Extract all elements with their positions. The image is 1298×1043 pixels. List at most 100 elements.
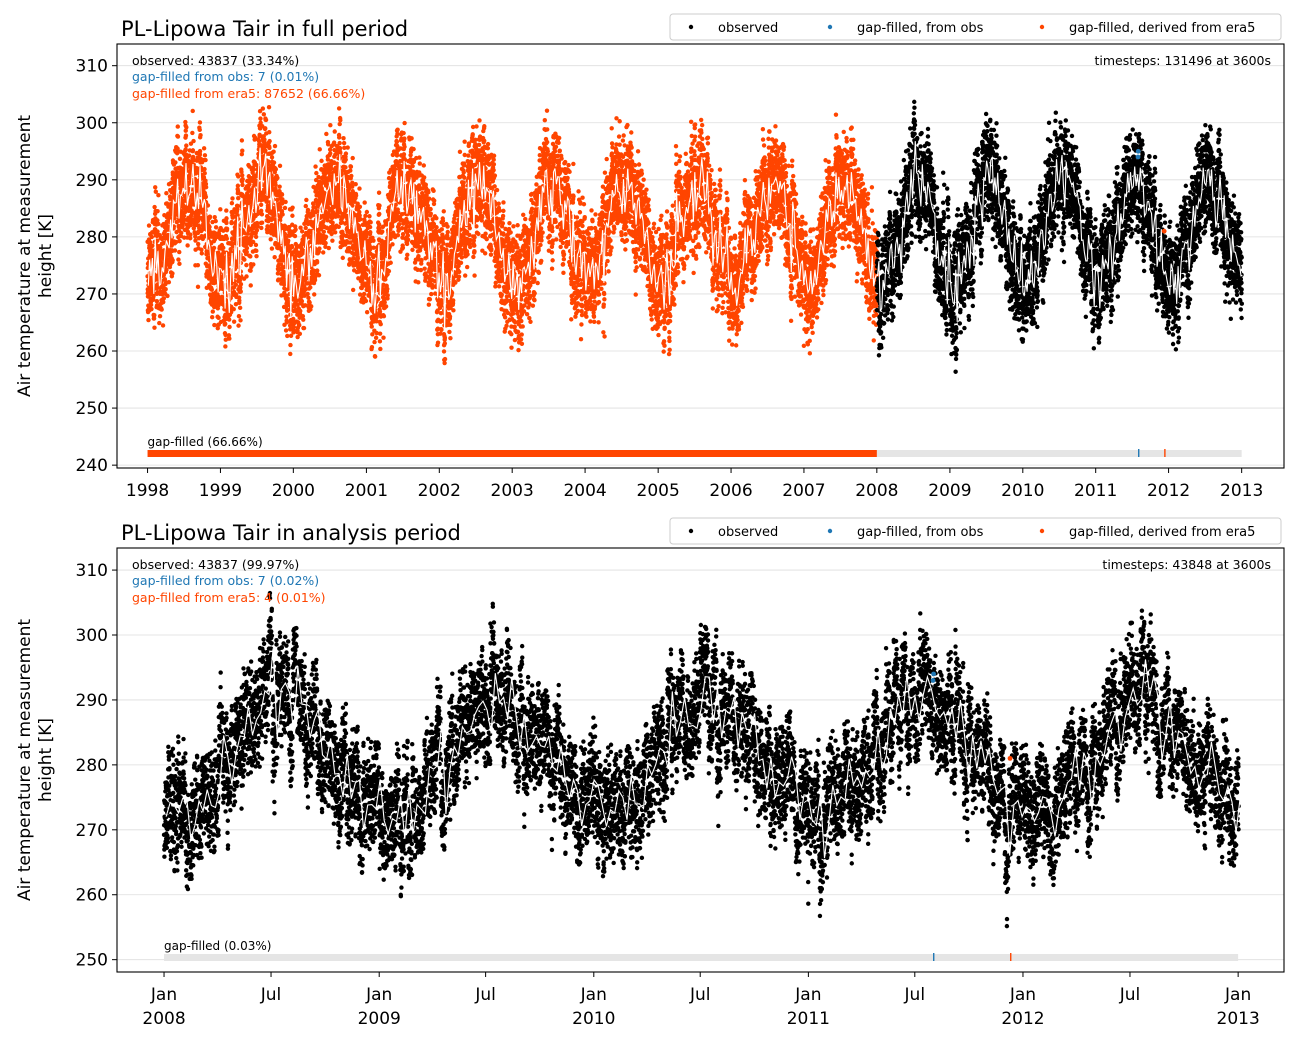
data-point — [328, 123, 333, 128]
data-point — [456, 274, 462, 279]
data-point — [428, 211, 433, 216]
data-point — [236, 195, 241, 201]
data-point — [335, 214, 341, 219]
data-point — [445, 229, 450, 235]
data-point — [377, 331, 383, 336]
data-point — [223, 321, 228, 327]
data-point — [401, 152, 407, 157]
data-point — [272, 255, 277, 260]
data-point — [422, 266, 427, 271]
data-point — [190, 130, 195, 136]
data-point — [224, 226, 230, 232]
data-point — [467, 244, 473, 250]
data-point — [176, 257, 181, 262]
data-point — [161, 296, 167, 301]
data-point — [299, 229, 305, 234]
data-point — [395, 127, 400, 132]
data-point — [158, 245, 163, 250]
data-point — [343, 151, 349, 156]
data-point — [350, 155, 355, 161]
data-point — [345, 145, 350, 150]
data-point — [434, 225, 439, 230]
data-point — [151, 316, 157, 321]
data-point — [358, 217, 363, 222]
data-point — [298, 308, 303, 314]
data-point — [440, 218, 446, 224]
data-point — [349, 173, 354, 179]
data-point — [282, 231, 288, 237]
data-point — [253, 242, 259, 248]
data-point — [164, 191, 169, 196]
data-point — [388, 260, 393, 265]
data-point — [328, 151, 333, 156]
data-point — [238, 289, 243, 294]
data-point — [273, 182, 278, 188]
data-point — [275, 175, 280, 181]
data-point — [188, 236, 193, 241]
data-point — [439, 327, 444, 332]
data-point — [244, 262, 249, 268]
data-point — [224, 236, 230, 241]
data-point — [357, 204, 363, 209]
data-point — [194, 183, 200, 188]
data-point — [363, 298, 369, 304]
data-point — [394, 153, 400, 158]
data-point — [476, 142, 482, 148]
data-point — [465, 252, 470, 257]
data-point — [383, 304, 389, 309]
data-point — [348, 168, 353, 173]
data-point — [163, 287, 168, 292]
data-point — [177, 156, 183, 162]
data-point — [207, 224, 212, 230]
data-point — [195, 262, 201, 268]
data-point — [297, 331, 303, 336]
data-point — [336, 135, 342, 140]
data-point — [445, 224, 450, 229]
plot-area — [145, 99, 1245, 374]
data-point — [242, 257, 247, 262]
data-point — [153, 189, 159, 194]
data-point — [411, 146, 416, 152]
data-point — [337, 140, 342, 146]
data-point — [218, 207, 223, 212]
data-point — [371, 238, 376, 243]
data-point — [385, 293, 390, 298]
data-point — [258, 202, 264, 207]
data-point — [223, 332, 228, 338]
data-point — [248, 268, 253, 273]
data-point — [375, 296, 381, 302]
data-point — [304, 197, 309, 203]
data-point — [259, 220, 265, 225]
data-point — [357, 186, 362, 191]
data-point — [441, 241, 446, 246]
data-point — [280, 212, 285, 217]
data-point — [372, 354, 378, 359]
data-point — [427, 297, 433, 302]
data-point — [447, 329, 452, 335]
data-point — [467, 232, 472, 238]
data-point — [410, 163, 415, 169]
data-point — [267, 129, 272, 135]
data-point — [288, 351, 293, 357]
data-point — [221, 245, 226, 251]
data-point — [442, 360, 447, 366]
data-point — [209, 287, 214, 292]
data-point — [448, 322, 453, 327]
data-point — [285, 333, 290, 339]
data-point — [377, 339, 383, 344]
data-point — [451, 308, 456, 313]
data-point — [477, 118, 482, 123]
data-point — [203, 181, 209, 187]
data-point — [378, 346, 383, 352]
data-point — [235, 213, 240, 218]
data-point — [226, 317, 232, 322]
data-point — [156, 221, 161, 227]
data-point — [279, 192, 285, 197]
data-point — [472, 235, 477, 240]
data-point — [224, 208, 229, 213]
data-point — [212, 214, 217, 220]
data-point — [238, 318, 243, 323]
data-point — [283, 328, 289, 333]
data-point — [314, 260, 320, 265]
data-point — [228, 310, 234, 315]
